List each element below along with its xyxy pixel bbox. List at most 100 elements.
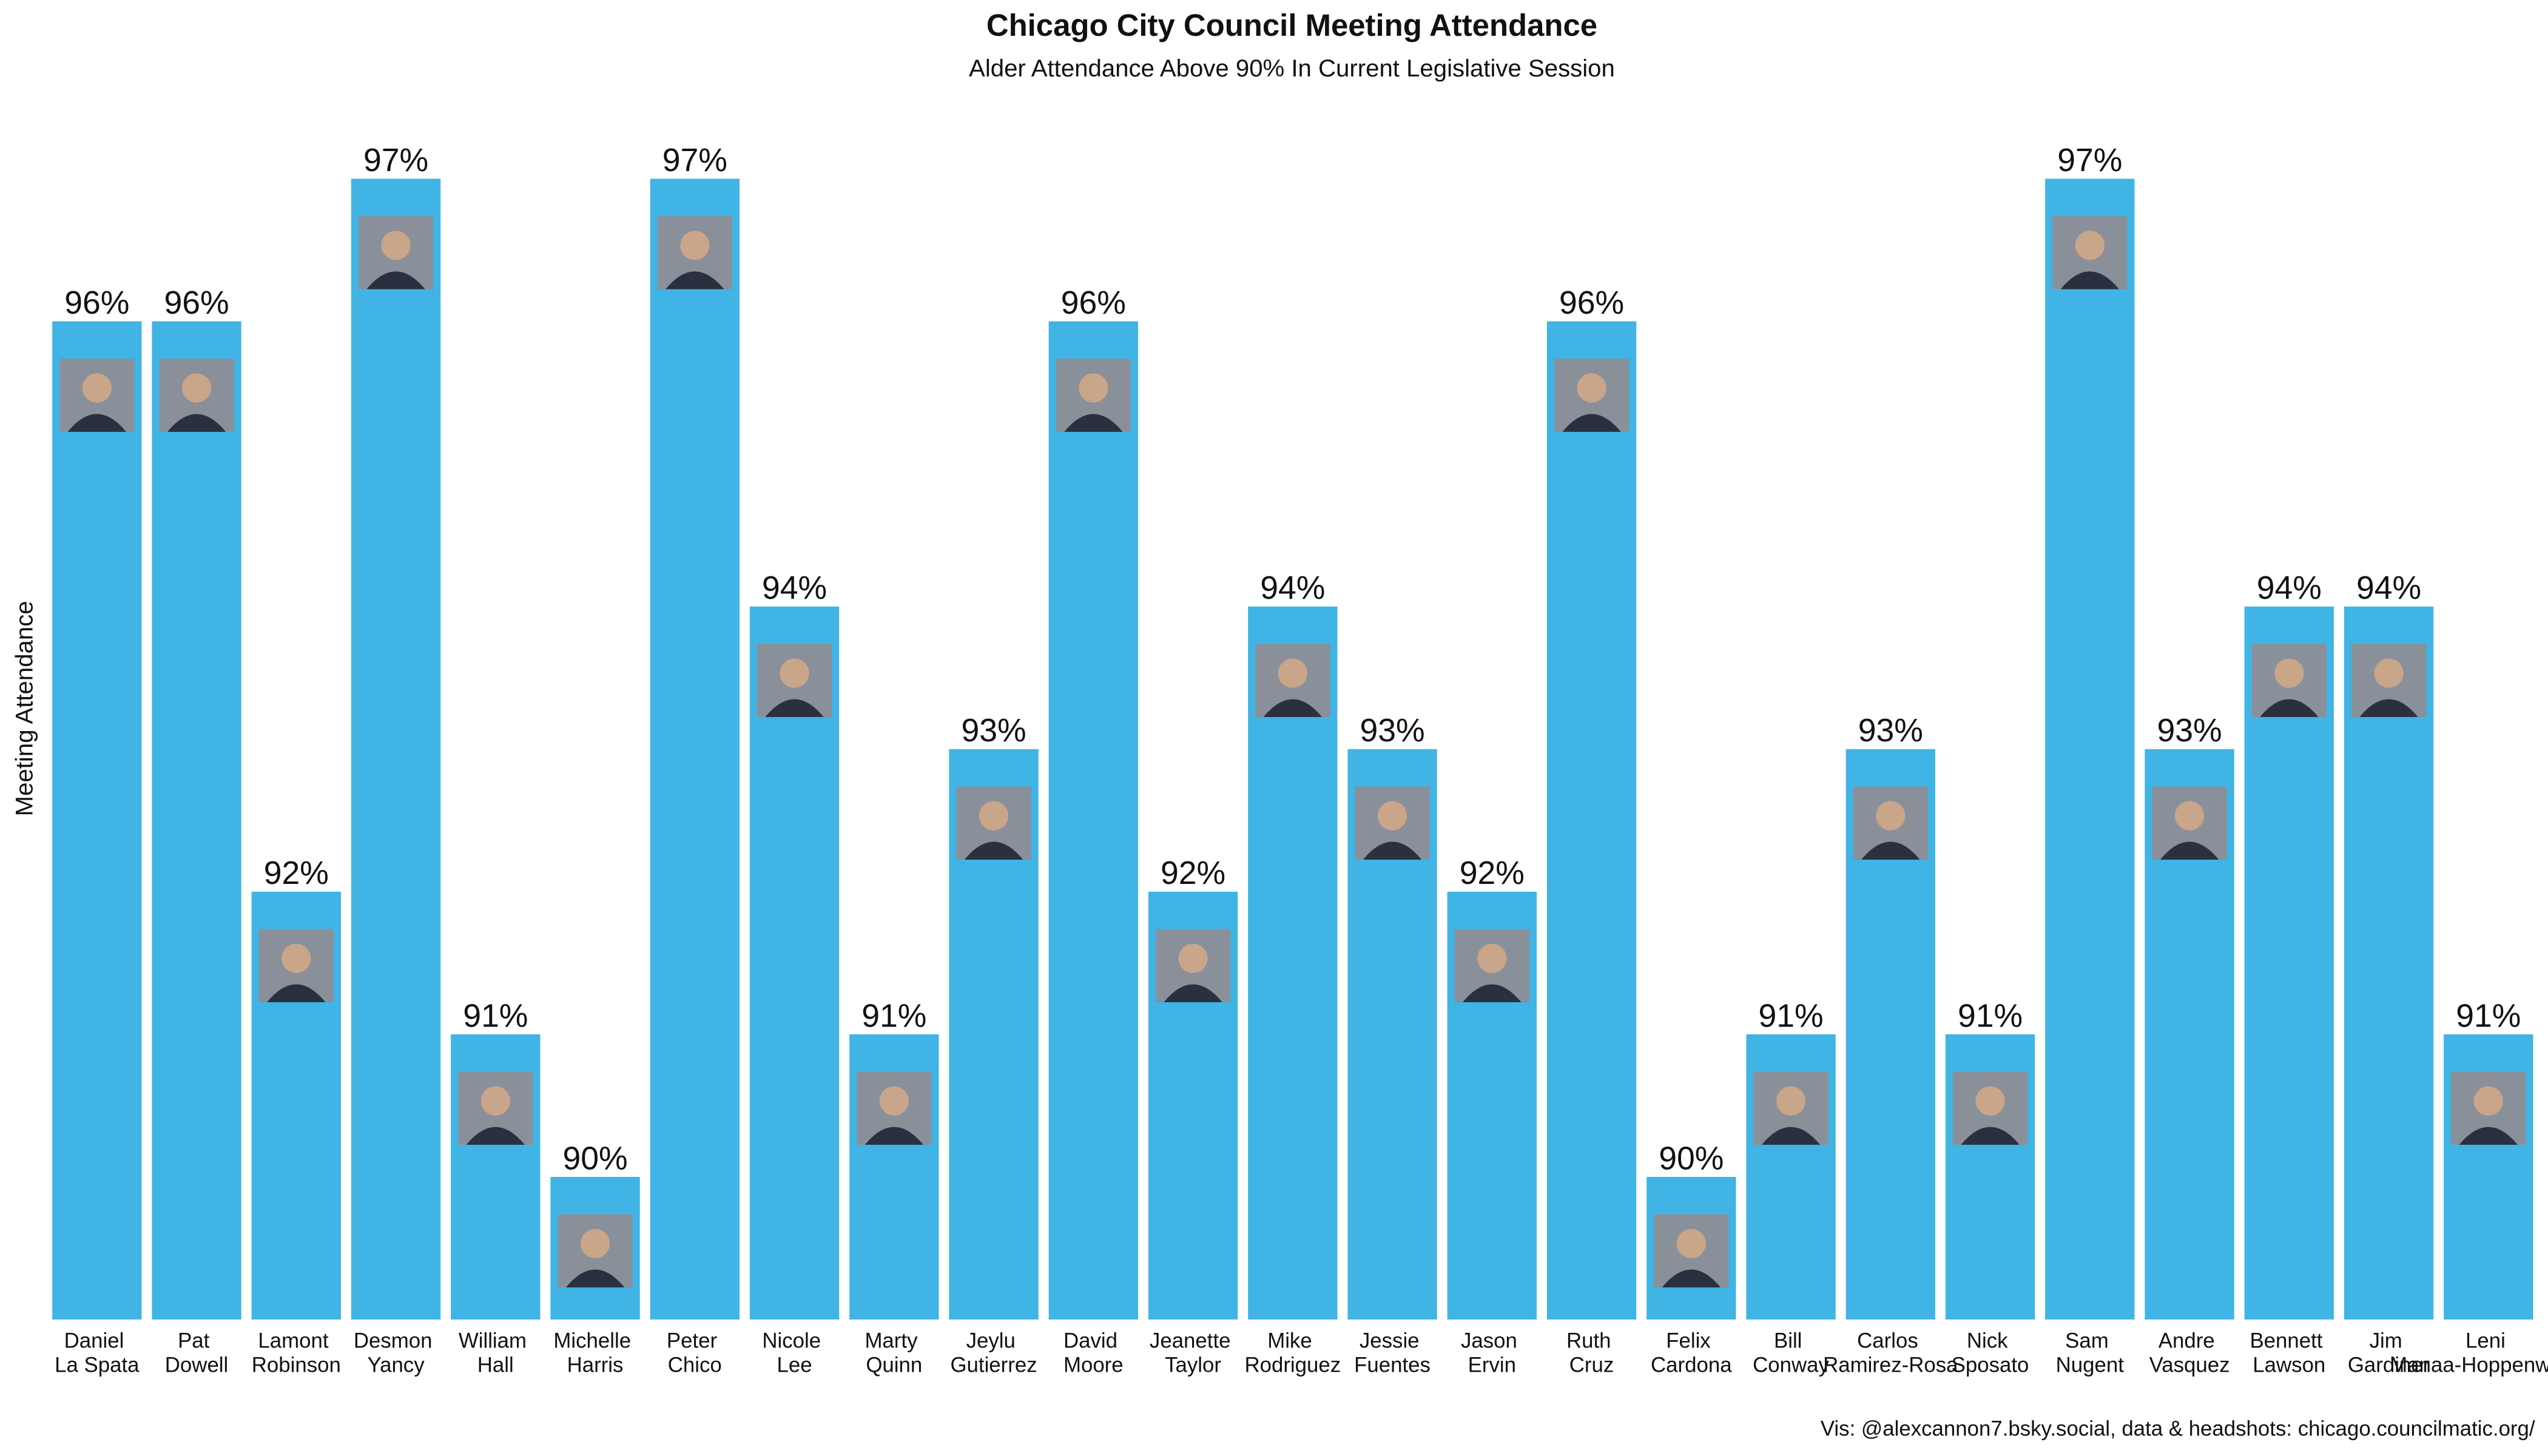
bar [650,178,740,1320]
x-tick-label: William Hall [459,1329,533,1377]
headshot [59,359,135,432]
headshot-body [2260,699,2319,717]
headshot-body [864,1127,924,1145]
x-tick-label: Bill Conway [1753,1329,1829,1377]
headshot [1355,786,1430,860]
x-tick-label: Jeanette Taylor [1150,1329,1236,1377]
headshot-face [1178,943,1208,973]
x-tick-label: Bennett Lawson [2250,1329,2328,1377]
headshot-body [1164,984,1222,1003]
value-label: 92% [264,855,329,891]
headshot-face [979,801,1009,831]
headshot-body [2459,1127,2518,1145]
headshot-face [1975,1086,2005,1116]
bar [749,606,840,1320]
value-label: 93% [1858,713,1923,749]
headshot [2152,786,2227,860]
x-tick-label: David Moore [1063,1329,1124,1377]
headshot [857,1071,932,1145]
x-tick-label: Jessie Fuentes [1354,1329,1431,1377]
headshot [2451,1071,2526,1145]
headshot-body [1761,1127,1821,1145]
headshot [159,359,234,432]
value-label: 97% [2057,143,2122,178]
headshot-body [565,1269,625,1288]
headshot-body [2359,699,2418,717]
headshot [1056,359,1131,432]
headshot-face [1278,658,1307,688]
value-label: 91% [861,998,926,1034]
value-label: 93% [1360,713,1424,749]
value-label: 96% [64,285,129,321]
headshot-face [1876,801,1906,831]
headshot-face [680,231,710,260]
headshot-face [281,943,311,973]
headshot [956,786,1031,860]
headshot-face [2174,801,2205,831]
headshot-body [1263,699,1323,717]
caption: Vis: @alexcannon7.bsky.social, data & he… [1821,1417,2535,1440]
value-label: 91% [1958,998,2023,1034]
headshot [757,644,832,717]
headshot-body [2160,841,2219,860]
headshot [1454,929,1529,1003]
headshot-body [1662,1269,1721,1288]
x-tick-label: Daniel La Spata [55,1329,140,1377]
headshot-face [780,658,809,688]
x-tick-label: Lamont Robinson [252,1329,341,1377]
x-tick-label: Jeylu Gutierrez [950,1329,1037,1377]
bar [1248,606,1338,1320]
headshot [2351,644,2427,717]
headshot-face [381,231,411,260]
headshot-face [580,1228,610,1258]
x-tick-label: Nicole Lee [762,1329,826,1377]
headshot-face [2274,658,2304,688]
headshot-body [765,699,824,717]
headshot-face [480,1086,510,1116]
headshot-body [366,271,425,289]
value-label: 94% [2356,570,2421,606]
bar [2244,606,2334,1320]
headshot-face [82,373,112,403]
headshot-face [1377,801,1407,831]
x-tick-label: Jim Gardiner [2348,1329,2430,1377]
x-tick-label: Desmon Yancy [354,1329,438,1377]
headshot [2052,216,2128,289]
headshot [1654,1214,1729,1288]
headshot-face [1477,943,1507,973]
headshot-body [1463,984,1522,1003]
x-tick-label: Nick Sposato [1952,1329,2029,1377]
headshot [1853,786,1928,860]
bar [1546,321,1637,1320]
x-tick-label: Mike Rodriguez [1244,1329,1341,1377]
headshot [1554,359,1630,432]
headshot [1155,929,1231,1003]
value-label: 96% [1061,285,1126,321]
value-label: 96% [164,285,229,321]
headshot [2251,644,2327,717]
value-label: 90% [562,1141,627,1176]
x-tick-label: Andre Vasquez [2149,1329,2230,1377]
headshot-body [964,841,1023,860]
headshot-face [2374,658,2404,688]
bar [351,178,441,1320]
headshot [258,929,334,1003]
headshot [458,1071,533,1145]
headshot [1255,644,1330,717]
headshot-body [466,1127,525,1145]
headshot [657,216,732,289]
bar [2045,178,2135,1320]
value-label: 92% [1460,855,1525,891]
bar [1048,321,1138,1320]
bar [152,321,241,1320]
x-tick-label: Leni Manaa-Hoppenworth [2390,1329,2548,1377]
value-label: 90% [1659,1141,1724,1176]
headshot-face [1577,373,1606,403]
chart-subtitle: Alder Attendance Above 90% In Current Le… [969,55,1615,82]
value-label: 94% [762,570,827,606]
value-label: 93% [2157,713,2222,749]
value-label: 91% [1758,998,1823,1034]
headshot-body [1562,414,1621,432]
headshot-body [1064,414,1123,432]
